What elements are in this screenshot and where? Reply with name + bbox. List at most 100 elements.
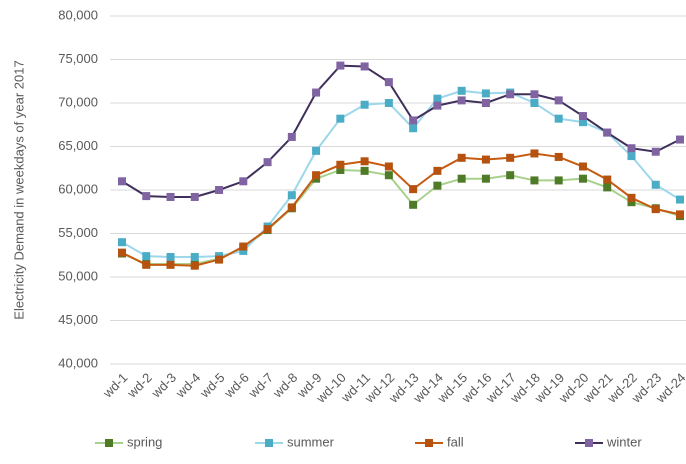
x-tick-label: wd-3 [148, 370, 179, 401]
series-line [121, 168, 681, 265]
x-tick-label: wd-8 [269, 370, 300, 401]
marker [336, 61, 345, 70]
marker [142, 260, 151, 269]
marker [166, 192, 175, 201]
marker [578, 118, 587, 127]
marker [384, 162, 393, 171]
marker [142, 252, 151, 261]
marker [263, 225, 272, 234]
marker [312, 146, 321, 155]
marker [481, 155, 490, 164]
marker [651, 180, 660, 189]
marker [360, 62, 369, 71]
y-tick-label: 75,000 [58, 51, 98, 66]
marker [409, 185, 418, 194]
x-tick-label: wd-5 [196, 370, 227, 401]
y-tick-label: 65,000 [58, 138, 98, 153]
marker [627, 193, 636, 202]
marker [166, 260, 175, 269]
marker [651, 205, 660, 214]
marker [530, 176, 539, 185]
legend-label: winter [606, 434, 642, 449]
marker [336, 165, 345, 174]
legend-marker [105, 439, 113, 447]
marker [166, 252, 175, 261]
marker [457, 153, 466, 162]
marker [239, 246, 248, 255]
marker [360, 157, 369, 166]
series-line [121, 64, 681, 198]
y-tick-label: 55,000 [58, 225, 98, 240]
marker [287, 203, 296, 212]
y-tick-label: 45,000 [58, 312, 98, 327]
x-tick-label: wd-4 [172, 370, 203, 401]
marker [506, 171, 515, 180]
marker [554, 114, 563, 123]
marker [433, 181, 442, 190]
marker [457, 174, 466, 183]
x-tick-label: wd-1 [99, 370, 130, 401]
marker [530, 99, 539, 107]
marker [676, 195, 684, 204]
marker [384, 171, 393, 180]
series-line [121, 89, 681, 258]
marker [554, 96, 563, 105]
marker [433, 101, 442, 110]
marker [457, 96, 466, 105]
marker [360, 166, 369, 175]
marker [118, 238, 126, 247]
marker [142, 192, 151, 201]
marker [457, 86, 466, 95]
marker [481, 99, 490, 107]
marker [118, 177, 126, 186]
marker [627, 144, 636, 153]
marker [578, 174, 587, 183]
marker [336, 160, 345, 169]
y-axis-label: Electricity Demand in weekdays of year 2… [11, 60, 26, 319]
legend-label: fall [447, 434, 464, 449]
marker [554, 176, 563, 185]
x-tick-label: wd-7 [245, 370, 276, 401]
marker [676, 210, 684, 219]
marker [239, 242, 248, 251]
marker [627, 198, 636, 207]
marker [118, 248, 126, 257]
marker [215, 186, 224, 194]
y-tick-label: 70,000 [58, 94, 98, 109]
y-tick-label: 60,000 [58, 181, 98, 196]
marker [481, 174, 490, 183]
y-tick-label: 50,000 [58, 268, 98, 283]
marker [578, 112, 587, 121]
marker [481, 89, 490, 98]
legend-marker [265, 439, 273, 447]
marker [578, 162, 587, 171]
marker [409, 116, 418, 125]
marker [506, 153, 515, 162]
marker [603, 128, 612, 137]
marker [554, 152, 563, 161]
marker [287, 191, 296, 200]
marker [336, 114, 345, 123]
marker [433, 166, 442, 175]
marker [676, 135, 684, 144]
marker [506, 90, 515, 99]
series-line [121, 152, 681, 267]
marker [603, 175, 612, 184]
x-tick-label: wd-6 [221, 370, 252, 401]
x-tick-label: wd-2 [124, 370, 155, 401]
marker [239, 177, 248, 186]
marker [627, 152, 636, 161]
marker [360, 100, 369, 109]
legend-marker [425, 439, 433, 447]
marker [409, 124, 418, 133]
marker [384, 78, 393, 87]
marker [287, 132, 296, 141]
marker [190, 192, 199, 201]
marker [433, 94, 442, 103]
marker [312, 171, 321, 180]
marker [263, 158, 272, 167]
marker [530, 149, 539, 158]
legend-marker [585, 439, 593, 447]
marker [651, 147, 660, 156]
